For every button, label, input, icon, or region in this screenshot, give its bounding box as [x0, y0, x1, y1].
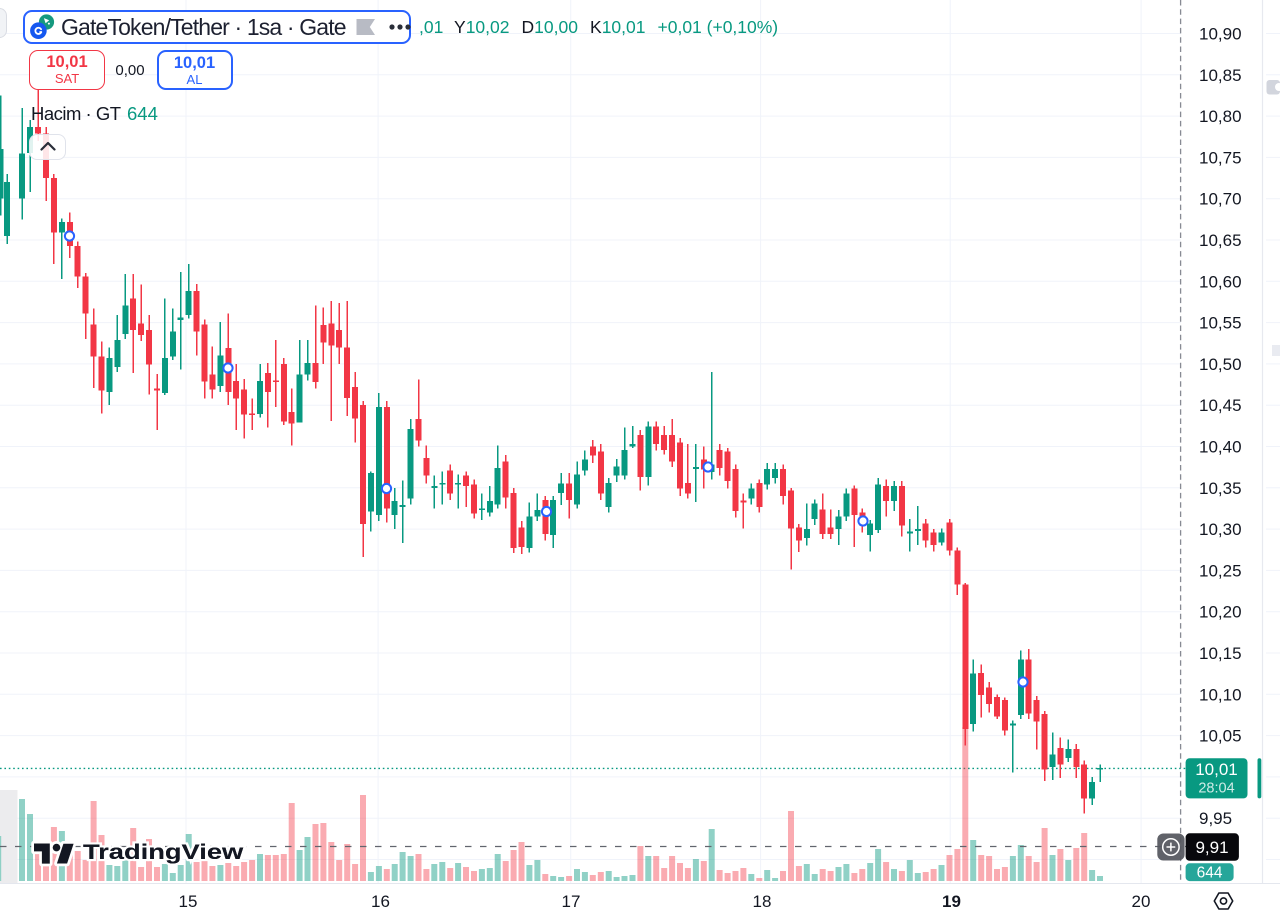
- svg-text:10,90: 10,90: [1199, 25, 1242, 44]
- svg-text:9,91: 9,91: [1195, 838, 1228, 857]
- svg-text:28:04: 28:04: [1198, 781, 1234, 797]
- svg-text:18: 18: [753, 892, 772, 911]
- svg-text:10,30: 10,30: [1199, 520, 1242, 539]
- svg-text:10,15: 10,15: [1199, 644, 1242, 663]
- svg-text:10,80: 10,80: [1199, 107, 1242, 126]
- svg-text:17: 17: [562, 892, 581, 911]
- svg-text:10,70: 10,70: [1199, 190, 1242, 209]
- svg-text:10,55: 10,55: [1199, 314, 1242, 333]
- svg-text:9,95: 9,95: [1199, 809, 1232, 828]
- svg-text:10,60: 10,60: [1199, 272, 1242, 291]
- svg-text:TradingView: TradingView: [83, 841, 244, 865]
- svg-text:10,75: 10,75: [1199, 148, 1242, 167]
- svg-text:10,05: 10,05: [1199, 727, 1242, 746]
- svg-text:10,45: 10,45: [1199, 396, 1242, 415]
- svg-text:16: 16: [371, 892, 390, 911]
- svg-text:10,35: 10,35: [1199, 479, 1242, 498]
- svg-text:10,65: 10,65: [1199, 231, 1242, 250]
- svg-text:10,40: 10,40: [1199, 438, 1242, 457]
- svg-text:10,01: 10,01: [1195, 760, 1238, 779]
- svg-text:644: 644: [1197, 865, 1223, 882]
- svg-text:20: 20: [1132, 892, 1151, 911]
- svg-text:15: 15: [179, 892, 198, 911]
- svg-text:10,10: 10,10: [1199, 685, 1242, 704]
- svg-text:10,25: 10,25: [1199, 561, 1242, 580]
- svg-text:10,50: 10,50: [1199, 355, 1242, 374]
- svg-text:10,85: 10,85: [1199, 66, 1242, 85]
- svg-text:19: 19: [942, 892, 961, 911]
- svg-text:10,20: 10,20: [1199, 603, 1242, 622]
- svg-text:TradingView: TradingView: [83, 841, 244, 865]
